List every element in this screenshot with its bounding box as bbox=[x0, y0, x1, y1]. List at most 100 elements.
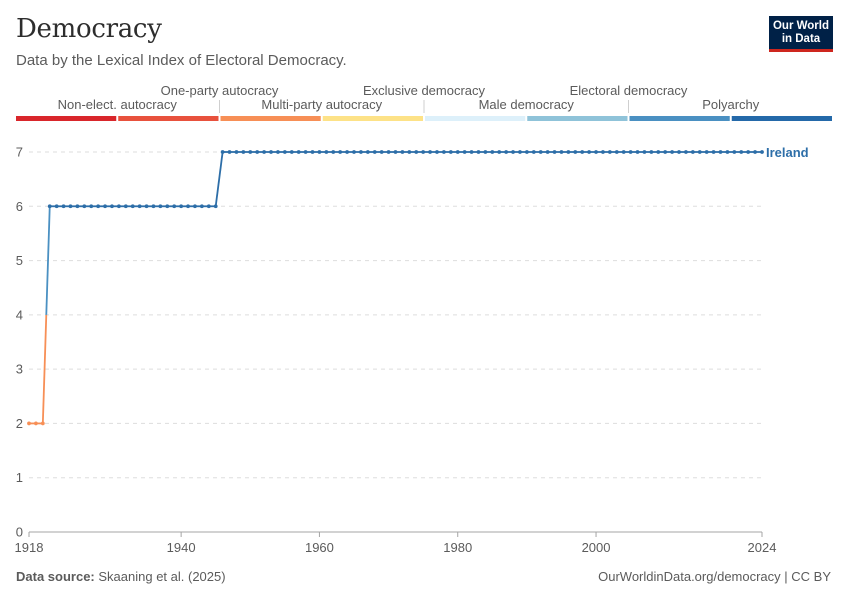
y-tick-label: 6 bbox=[16, 199, 23, 214]
data-point bbox=[573, 150, 578, 154]
data-point bbox=[601, 150, 605, 154]
data-point bbox=[518, 150, 522, 154]
data-point bbox=[186, 204, 190, 209]
legend-color-bar bbox=[322, 116, 423, 121]
data-point bbox=[628, 150, 633, 154]
data-point bbox=[642, 150, 647, 154]
data-point bbox=[566, 150, 571, 154]
legend-label: Polyarchy bbox=[702, 97, 760, 112]
data-point bbox=[697, 150, 702, 154]
data-point bbox=[130, 204, 135, 209]
data-point bbox=[635, 150, 640, 154]
data-point bbox=[670, 150, 675, 154]
logo-line-2: in Data bbox=[781, 33, 821, 45]
data-point bbox=[103, 204, 107, 209]
data-point bbox=[379, 150, 384, 154]
series-line-segment bbox=[214, 151, 224, 207]
data-point bbox=[421, 150, 426, 154]
data-point bbox=[179, 204, 184, 209]
data-point bbox=[269, 150, 273, 154]
data-source-label: Data source: bbox=[16, 569, 95, 584]
data-point bbox=[165, 204, 170, 209]
data-point bbox=[614, 150, 619, 154]
data-point bbox=[504, 150, 509, 154]
y-tick-label: 7 bbox=[16, 145, 23, 160]
data-point bbox=[123, 204, 128, 209]
data-point bbox=[310, 150, 315, 154]
data-source: Data source: Skaaning et al. (2025) bbox=[16, 569, 226, 584]
legend-label: Electoral democracy bbox=[570, 83, 688, 98]
data-point bbox=[296, 150, 301, 154]
data-point bbox=[656, 150, 661, 154]
data-point bbox=[490, 150, 495, 154]
data-point bbox=[711, 150, 716, 154]
data-point bbox=[359, 150, 363, 154]
data-point bbox=[365, 150, 370, 154]
owid-logo[interactable]: Our World in Data bbox=[769, 16, 833, 52]
x-tick-label: 1940 bbox=[167, 540, 196, 555]
data-point bbox=[684, 150, 688, 154]
data-point bbox=[276, 150, 280, 154]
legend-label: Exclusive democracy bbox=[363, 83, 486, 98]
x-tick-label: 1980 bbox=[443, 540, 472, 555]
data-point bbox=[580, 150, 585, 154]
data-point bbox=[352, 150, 356, 154]
y-tick-label: 2 bbox=[16, 416, 23, 431]
data-point bbox=[753, 150, 757, 154]
data-point bbox=[511, 150, 515, 154]
data-point bbox=[442, 150, 446, 154]
data-point bbox=[649, 150, 654, 154]
data-point bbox=[760, 150, 764, 154]
series-label-ireland: Ireland bbox=[766, 145, 809, 160]
source-link[interactable]: OurWorldinData.org/democracy | CC BY bbox=[598, 569, 831, 584]
logo-line-1: Our World bbox=[772, 20, 829, 32]
data-point bbox=[587, 150, 592, 154]
data-point bbox=[172, 204, 177, 209]
legend-color-bar bbox=[629, 116, 730, 121]
data-point bbox=[559, 150, 564, 154]
y-tick-label: 0 bbox=[16, 525, 23, 540]
data-point bbox=[68, 204, 73, 209]
x-tick-label: 1960 bbox=[305, 540, 334, 555]
data-point bbox=[497, 150, 502, 154]
y-tick-label: 1 bbox=[16, 470, 23, 485]
data-point bbox=[400, 150, 405, 154]
x-tick-label: 1918 bbox=[15, 540, 44, 555]
data-point bbox=[144, 204, 149, 209]
data-point bbox=[234, 150, 239, 154]
data-point bbox=[372, 150, 377, 154]
data-point bbox=[54, 204, 59, 209]
series-line-segment bbox=[41, 314, 48, 424]
data-point bbox=[199, 204, 204, 209]
data-point bbox=[206, 204, 211, 209]
data-point bbox=[96, 204, 101, 209]
data-point bbox=[248, 150, 253, 154]
data-point bbox=[386, 150, 391, 154]
data-point bbox=[746, 150, 751, 154]
data-point bbox=[317, 150, 322, 154]
data-point bbox=[151, 204, 156, 209]
data-point bbox=[116, 204, 121, 209]
data-point bbox=[704, 150, 709, 154]
legend-label: One-party autocracy bbox=[161, 83, 279, 98]
data-point bbox=[725, 150, 730, 154]
data-point bbox=[282, 150, 287, 154]
data-point bbox=[531, 150, 536, 154]
data-point bbox=[255, 150, 260, 154]
legend-label: Male democracy bbox=[479, 97, 575, 112]
data-point bbox=[483, 150, 488, 154]
data-point bbox=[607, 150, 612, 154]
x-tick-label: 2000 bbox=[582, 540, 611, 555]
y-tick-label: 4 bbox=[16, 307, 23, 322]
data-point bbox=[338, 150, 343, 154]
data-point bbox=[469, 150, 474, 154]
data-point bbox=[220, 150, 225, 154]
data-point bbox=[27, 421, 31, 426]
legend-label: Multi-party autocracy bbox=[261, 97, 382, 112]
data-point bbox=[303, 150, 308, 154]
x-tick-label: 2024 bbox=[748, 540, 777, 555]
data-point bbox=[545, 150, 550, 154]
data-point bbox=[552, 150, 557, 154]
data-point bbox=[435, 150, 439, 154]
